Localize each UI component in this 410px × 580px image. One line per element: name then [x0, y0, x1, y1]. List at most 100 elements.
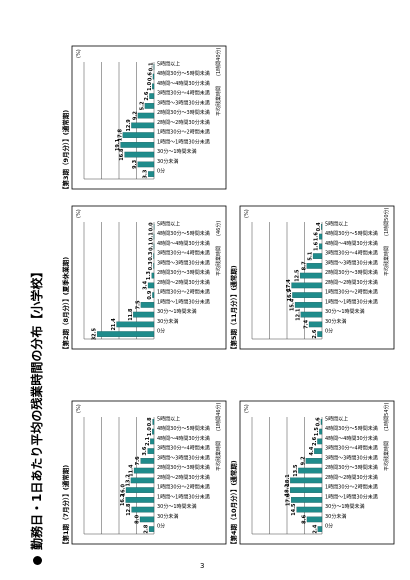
data-label: 7.6 [135, 456, 141, 465]
tick-label: 4時間30分～5時間未満 [325, 230, 378, 237]
bar [305, 458, 323, 464]
bar [150, 438, 155, 445]
data-label: 0.3 [148, 261, 154, 270]
data-label: 17.8 [117, 128, 123, 141]
bar [317, 331, 323, 337]
bar [291, 497, 323, 503]
data-label: 0.4 [316, 222, 322, 231]
bar [133, 467, 155, 474]
tick-label: 0分 [157, 168, 165, 175]
tick-label: 3時間～3時間30分未満 [325, 259, 378, 266]
bar [120, 142, 155, 148]
tick-label: 5時間以上 [157, 220, 180, 227]
tick-label: 1時間30分～2時間未満 [157, 129, 210, 136]
tick-label: 30分～1時間未満 [157, 148, 197, 155]
tick-label: 1時間30分～2時間未満 [157, 289, 210, 296]
data-label: 8.6 [301, 514, 307, 523]
bar [153, 263, 155, 269]
tick-label: 2時間30分～3時間未満 [325, 269, 378, 276]
data-label: 11.4 [129, 464, 135, 477]
tick-label: 5時間以上 [325, 220, 348, 227]
chart-title: 【第2期（8月分）】(夏季休業期) [61, 257, 70, 353]
data-label: 0.3 [148, 251, 154, 260]
bar [139, 516, 155, 523]
tick-label: 1時間～1時間30分未満 [157, 493, 210, 500]
footnote-left: 平均残業時間 [215, 86, 222, 116]
bullet-icon [33, 556, 42, 565]
bar [319, 428, 323, 435]
bar [147, 282, 155, 289]
data-label: 9.2 [132, 111, 138, 120]
bar [312, 253, 323, 259]
chart-svg: 【第4期（10月分）】(通常期) (%) 2.4 0分 8.6 30分未満 14.5 30分～… [229, 400, 395, 548]
data-label: 0.0 [149, 222, 155, 231]
bar [320, 419, 323, 425]
bar [149, 93, 155, 99]
data-label: 9.3 [132, 159, 138, 168]
chart-title: 【第3期（9月分）】(通常期) [61, 110, 70, 193]
bar [152, 292, 155, 298]
chart-panel-period-4: 【第4期（10月分）】(通常期) (%) 2.4 0分 8.6 30分未満 14.5 30分～… [228, 395, 398, 550]
bar [308, 321, 323, 328]
bar [290, 477, 323, 484]
tick-label: 3時間30分～4時間未満 [157, 445, 210, 452]
bar [306, 516, 323, 523]
bar [124, 151, 155, 158]
data-label: 2.6 [312, 329, 318, 338]
data-label: 3.6 [142, 446, 148, 455]
bar [148, 171, 155, 177]
data-label: 0.9 [147, 290, 153, 299]
chart-rotated-group: 【第5期（11月分）】(通常期) (%) 2.6 0分 7.4 30分未満 12.1 30分～… [229, 205, 395, 353]
bar [314, 448, 323, 454]
data-label: 1.5 [314, 427, 320, 436]
data-label: 1.0 [147, 81, 153, 90]
chart-title: 【第1期（7月分）】(通常期) [61, 465, 70, 548]
chart-unit-label: (%) [76, 49, 82, 58]
data-label: 19.1 [115, 138, 121, 151]
tick-label: 30分未満 [157, 158, 178, 165]
bar [131, 506, 155, 513]
bar [152, 73, 155, 80]
data-label: 0.1 [148, 232, 154, 241]
bar [153, 253, 155, 259]
data-label: 1.6 [314, 232, 320, 241]
data-label: 4.4 [309, 446, 315, 455]
chart-unit-label: (%) [76, 209, 82, 218]
tick-label: 30分未満 [157, 318, 178, 325]
tick-label: 30分未満 [325, 318, 346, 325]
footnote-right: (46分) [215, 221, 222, 236]
footnote-right: (1時間50分) [383, 208, 390, 236]
chart-title: 【第5期（11月分）】(通常期) [229, 265, 238, 353]
tick-label: 4時間30分～5時間未満 [157, 70, 210, 77]
bar [133, 311, 155, 318]
tick-label: 1時間30分～2時間未満 [325, 289, 378, 296]
tick-label: 1時間～1時間30分未満 [325, 298, 378, 305]
tick-label: 4時間30分～5時間未満 [325, 425, 378, 432]
data-label: 0.8 [147, 417, 153, 426]
data-label: 21.4 [111, 318, 117, 331]
chart-panel-period-2: 【第2期（8月分）】(夏季休業期) (%) 32.5 0分 21.4 30分未満 11.8 3… [60, 200, 230, 355]
bar [148, 526, 155, 532]
bar [125, 487, 155, 493]
chart-unit-label: (%) [76, 404, 82, 413]
data-label: 13.2 [125, 474, 131, 487]
data-label: 12.9 [126, 119, 132, 132]
data-label: 16.9 [287, 288, 293, 301]
data-label: 12.1 [295, 308, 301, 321]
chart-svg: 【第1期（7月分）】(通常期) (%) 2.8 0分 8.0 30分未満 12.8 30分～1… [61, 400, 227, 548]
bar [147, 448, 155, 454]
chart-title: 【第4期（10月分）】(通常期) [229, 460, 238, 548]
data-label: 11.8 [128, 308, 134, 321]
bar [321, 224, 323, 230]
chart-frame [71, 205, 227, 350]
data-label: 2.6 [312, 436, 318, 445]
tick-label: 1時間～1時間30分未満 [157, 138, 210, 145]
data-label: 13.5 [293, 464, 299, 477]
tick-label: 3時間～3時間30分未満 [157, 454, 210, 461]
data-label: 0.6 [147, 72, 153, 81]
bar [130, 477, 155, 484]
chart-unit-label: (%) [244, 404, 250, 413]
chart-panel-period-1: 【第1期（7月分）】(通常期) (%) 2.8 0分 8.0 30分未満 12.8 30分～1… [60, 395, 230, 550]
chart-rotated-group: 【第2期（8月分）】(夏季休業期) (%) 32.5 0分 21.4 30分未満 11.8 3… [61, 205, 227, 353]
bar [291, 282, 323, 289]
